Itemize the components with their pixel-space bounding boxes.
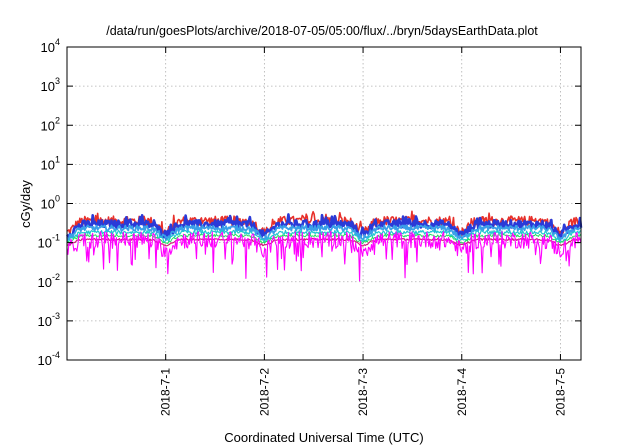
y-tick-label: 10-2: [38, 272, 60, 290]
y-tick-label: 100: [41, 194, 60, 212]
x-tick-label: 2018-7-4: [455, 368, 469, 416]
y-tick-label: 10-1: [38, 233, 60, 251]
series-line: [66, 224, 582, 242]
y-axis: 10-4 10-3 10-2 10-1 100 101 102 103 104: [38, 37, 581, 368]
y-tick-label: 10-4: [38, 350, 60, 368]
y-tick-label: 104: [41, 37, 60, 55]
y-axis-label: cGy/day: [18, 180, 33, 228]
chart-title: /data/run/goesPlots/archive/2018-07-05/0…: [106, 24, 538, 38]
series-line: [65, 213, 583, 240]
x-axis-label: Coordinated Universal Time (UTC): [224, 430, 423, 445]
grid: [67, 47, 581, 360]
x-tick-label: 2018-7-1: [159, 368, 173, 416]
y-tick-label: 102: [41, 115, 60, 133]
y-tick-label: 10-3: [38, 311, 60, 329]
x-tick-label: 2018-7-5: [553, 368, 567, 416]
x-axis: 2018-7-1 2018-7-2 2018-7-3 2018-7-4 2018-7-5: [159, 47, 567, 416]
y-tick-label: 103: [41, 76, 60, 94]
y-tick-label: 101: [41, 154, 60, 172]
x-tick-label: 2018-7-3: [356, 368, 370, 416]
series-group: [65, 210, 583, 282]
series-line: [66, 230, 582, 282]
x-tick-label: 2018-7-2: [257, 368, 271, 416]
